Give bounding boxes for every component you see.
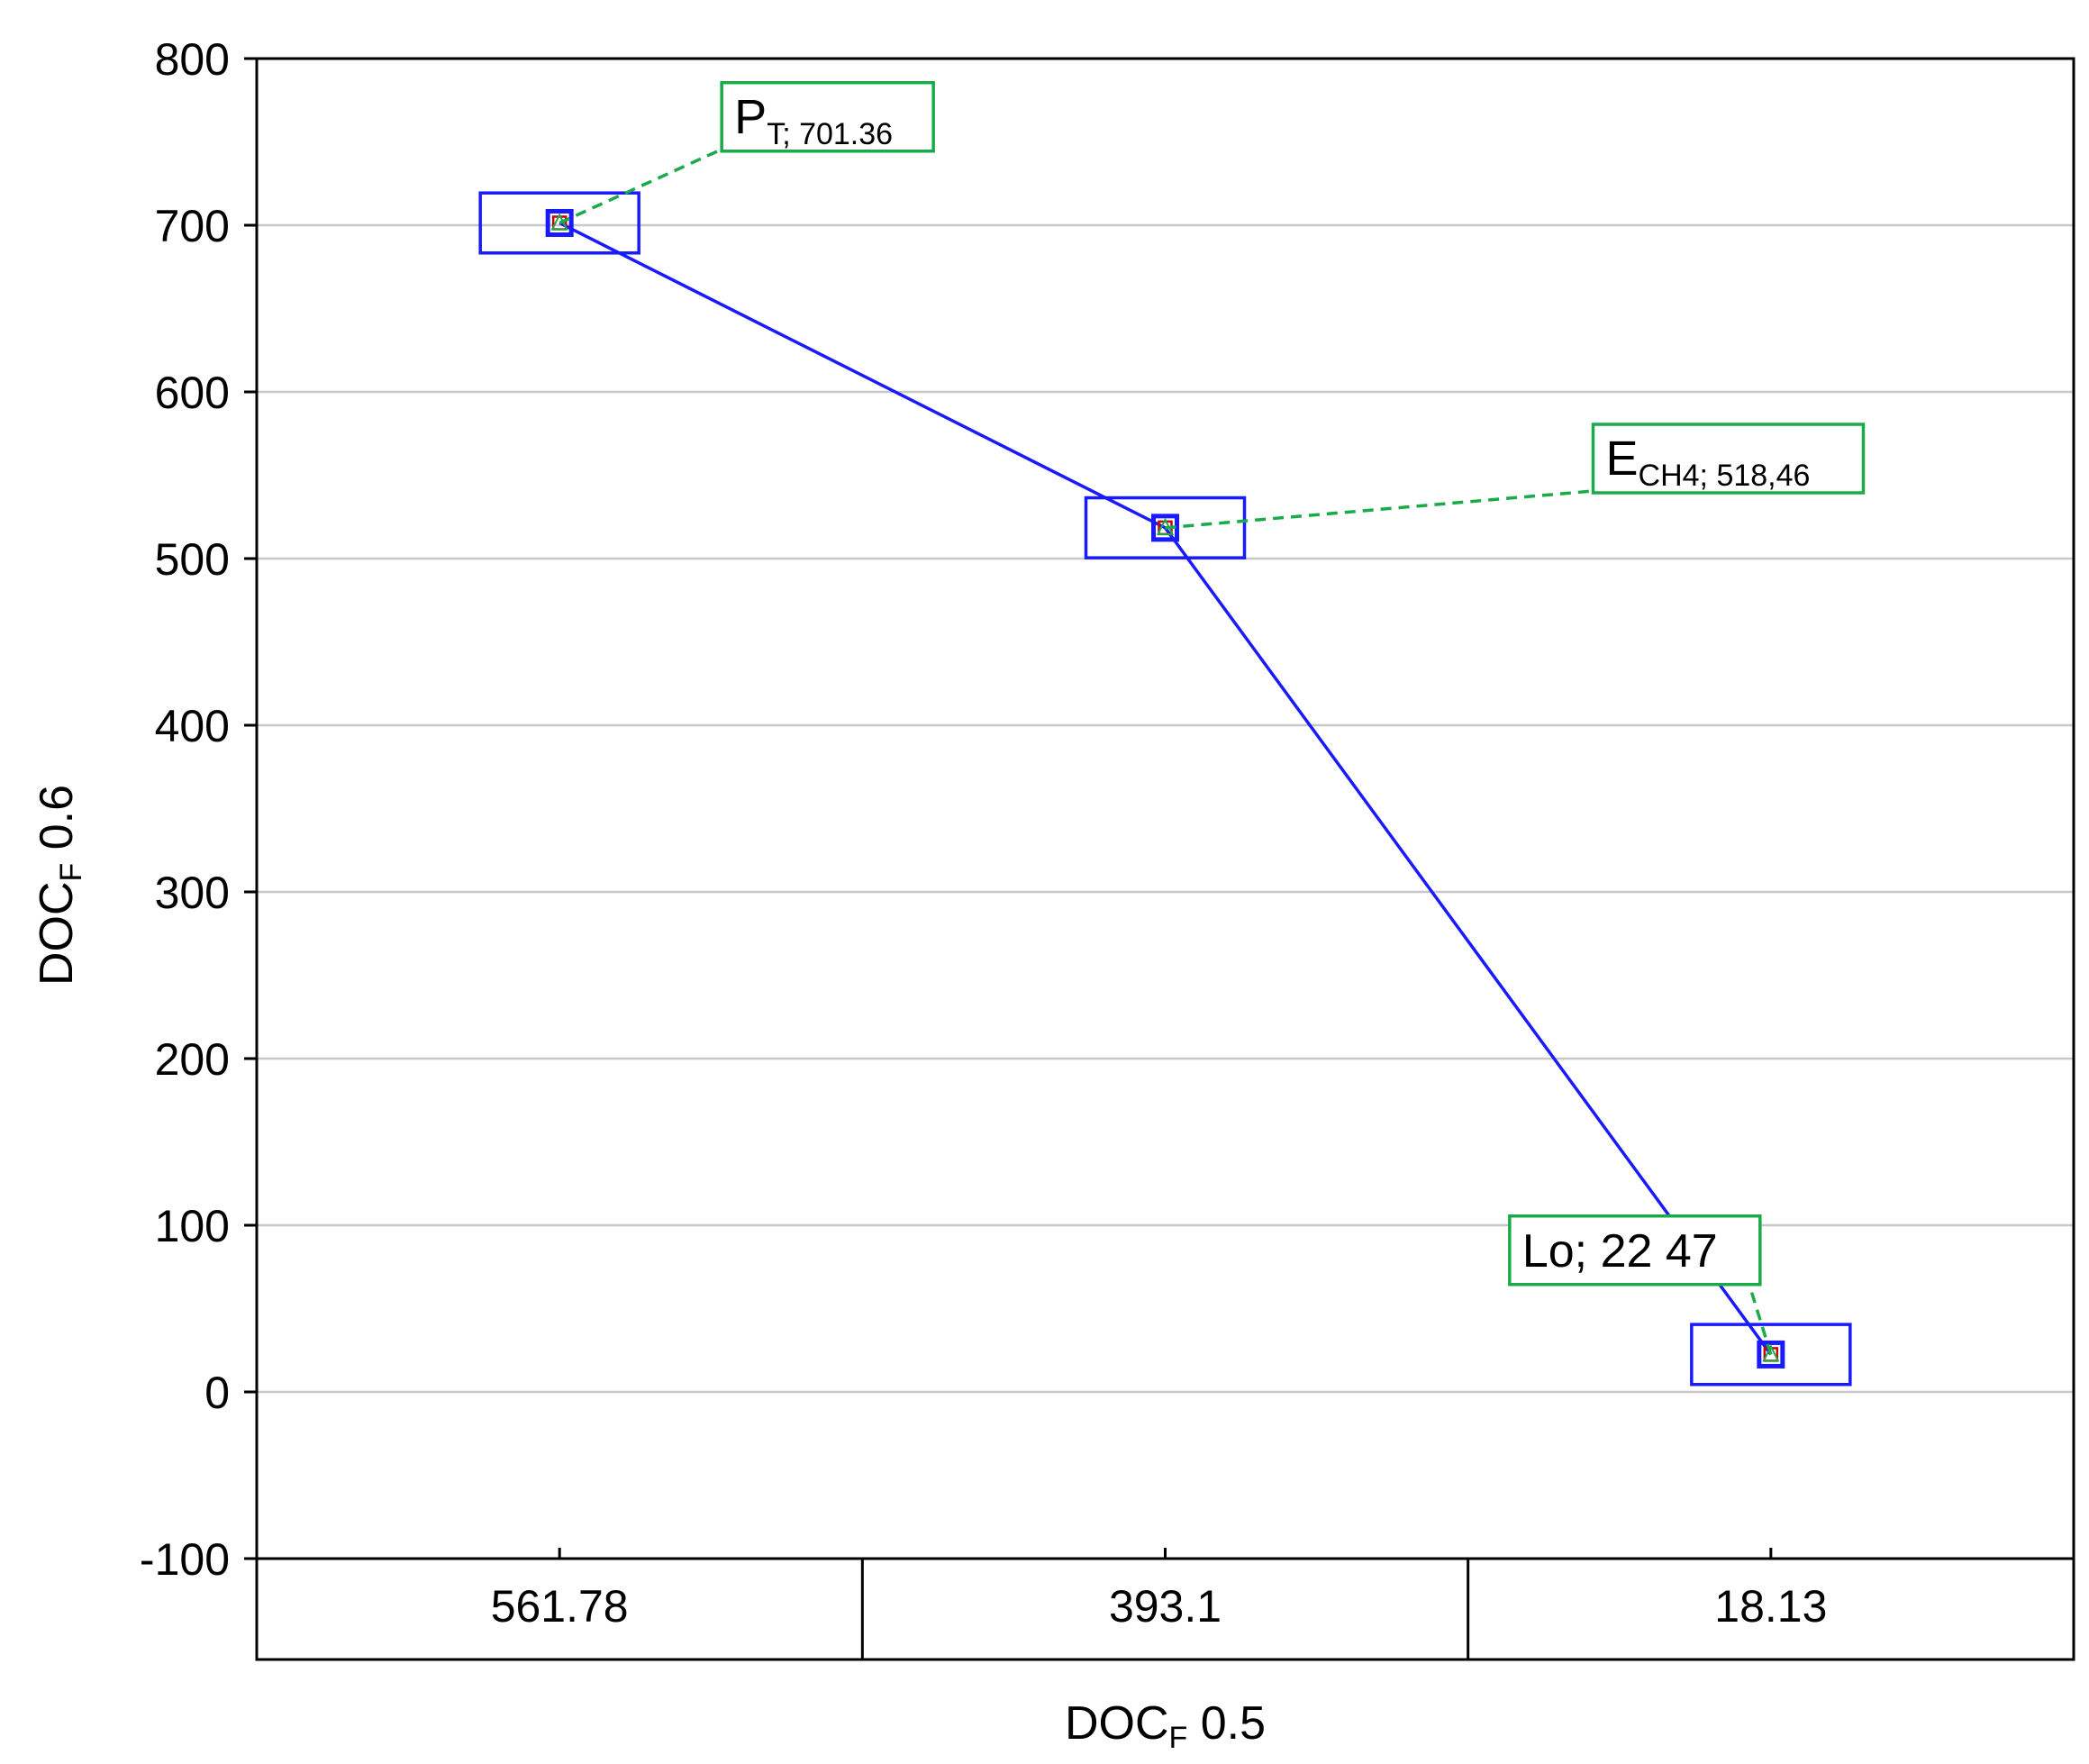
annotation-box-1 [1591, 423, 1866, 495]
y-tick-label-700: 700 [155, 201, 230, 251]
point-marker-1 [1151, 514, 1179, 542]
annotations-layer: PT; 701.36 ECH4; 518,46 Lo; 22 47 [559, 81, 1866, 1355]
annotation-label-0: PT; 701.36 [734, 90, 893, 151]
range-box-2 [1690, 1323, 1852, 1387]
y-tick-label-100: 100 [155, 1201, 230, 1251]
annotation-box-0 [720, 81, 935, 153]
annotation-label-1: ECH4; 518,46 [1606, 432, 1811, 493]
annotation-0: PT; 701.36 [559, 81, 935, 225]
y-tick-label-500: 500 [155, 534, 230, 585]
annotation-label-main-1: E [1606, 432, 1639, 486]
y-tick-label--100: -100 [140, 1534, 230, 1585]
y-tick-label-300: 300 [155, 868, 230, 918]
x-axis-category-cells: 561.78 393.1 18.13 [257, 1548, 2074, 1659]
annotation-connector-0 [559, 148, 722, 225]
x-axis-title-suffix: 0.5 [1187, 1697, 1266, 1750]
annotation-2: Lo; 22 47 [1508, 1214, 1773, 1355]
y-tick-label-400: 400 [155, 701, 230, 751]
x-axis-title: DOCF 0.5 [1065, 1697, 1266, 1755]
annotation-label-main-0: P [734, 90, 767, 144]
point-triangle-2 [1762, 1344, 1780, 1362]
x-tick-label-0: 561.78 [491, 1581, 629, 1632]
annotation-label-main-2: Lo; 22 47 [1522, 1225, 1718, 1278]
y-axis-title-suffix: 0.6 [31, 785, 83, 863]
point-marker-0 [545, 208, 574, 237]
x-axis-title-subscript: F [1169, 1721, 1188, 1755]
annotation-label-sub-0: T; 701.36 [767, 117, 893, 151]
y-tick-label-0: 0 [204, 1368, 230, 1418]
y-axis-title-main: DOC [31, 881, 83, 986]
range-box-1 [1084, 496, 1247, 559]
x-tick-label-2: 18.13 [1714, 1581, 1827, 1632]
y-tick-label-800: 800 [155, 34, 230, 85]
point-marker-2 [1757, 1340, 1785, 1368]
range-box-0 [478, 191, 640, 255]
x-tick-label-1: 393.1 [1109, 1581, 1222, 1632]
annotation-label-sub-1: CH4; 518,46 [1639, 459, 1811, 493]
y-axis-title-subscript: F [54, 863, 88, 882]
y-axis-ticks: -100 0 100 200 300 400 500 600 700 800 [140, 34, 257, 1585]
annotation-connector-2 [1748, 1284, 1773, 1355]
y-tick-label-600: 600 [155, 368, 230, 418]
annotation-1: ECH4; 518,46 [1165, 423, 1866, 530]
annotation-box-2 [1508, 1214, 1762, 1287]
y-axis-title: DOCF 0.6 [31, 785, 88, 986]
x-axis-title-main: DOC [1065, 1697, 1169, 1750]
y-tick-label-200: 200 [155, 1034, 230, 1085]
plot-frame [255, 57, 2075, 1661]
annotation-label-2: Lo; 22 47 [1522, 1225, 1718, 1278]
